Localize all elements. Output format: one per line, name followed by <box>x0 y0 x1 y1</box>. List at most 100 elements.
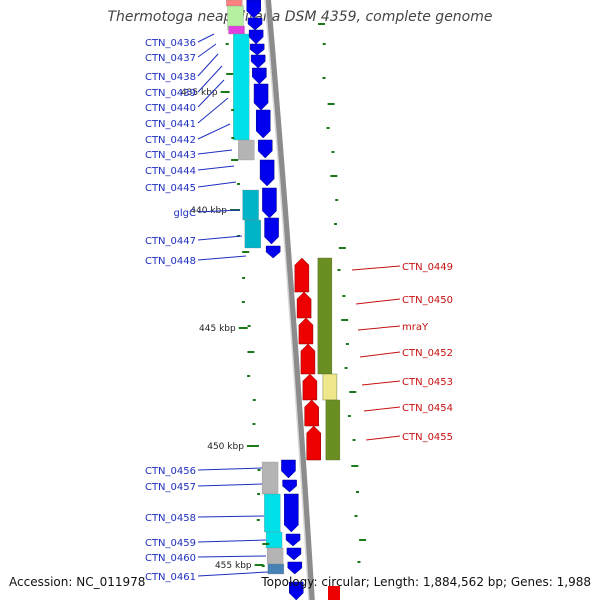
gene-label-right: CTN_0455 <box>402 432 453 443</box>
gene-label-left: CTN_0447 <box>145 236 196 247</box>
cog-category-band <box>233 33 250 141</box>
forward-cds-arrow <box>252 67 267 85</box>
gene-label-left: CTN_0437 <box>145 53 196 64</box>
gene-label-left: CTN_0460 <box>145 553 196 564</box>
forward-cds-arrow <box>246 0 262 19</box>
gene-label-left: CTN_0443 <box>145 150 196 161</box>
gene-label-leader <box>197 515 265 518</box>
reverse-cds-arrow <box>306 425 321 461</box>
forward-cds-arrow <box>265 245 281 259</box>
forward-cds-arrow <box>247 17 263 31</box>
cog-category-band <box>242 189 259 221</box>
gene-label-left: CTN_0436 <box>145 38 196 49</box>
gene-label-right: CTN_0452 <box>402 348 453 359</box>
gene-label-leader <box>361 380 401 386</box>
gene-label-leader <box>197 467 263 471</box>
reverse-cds-arrow <box>304 399 319 427</box>
gene-label-left: CTN_0456 <box>145 466 196 477</box>
gene-label-left: CTN_0444 <box>145 166 196 177</box>
scale-label: 435 kbp <box>181 88 218 98</box>
gene-label-leader <box>197 79 225 108</box>
gene-label-left: CTN_0457 <box>145 482 196 493</box>
gene-label-leader <box>197 235 243 241</box>
cog-category-band <box>317 257 333 375</box>
scale-label: 445 kbp <box>199 324 236 334</box>
genome-backbone <box>265 0 315 600</box>
cog-category-band <box>238 139 255 161</box>
gene-label-leader <box>197 53 219 77</box>
forward-cds-arrow <box>253 83 269 111</box>
gene-label-leader <box>197 555 267 558</box>
gene-label-left: CTN_0461 <box>145 572 196 583</box>
gene-label-left: CTN_0458 <box>145 513 196 524</box>
forward-cds-arrow <box>249 43 265 56</box>
forward-cds-arrow <box>257 139 273 159</box>
gene-label-left: CTN_0441 <box>145 119 196 130</box>
forward-cds-arrow <box>287 561 303 575</box>
cog-category-band <box>322 373 338 401</box>
gene-label-left: CTN_0448 <box>145 256 196 267</box>
gene-label-leader <box>197 65 223 93</box>
gene-label-right: CTN_0453 <box>402 377 453 388</box>
gene-label-left: CTN_0440 <box>145 103 196 114</box>
gene-label-left: CTN_0442 <box>145 135 196 146</box>
cog-category-band <box>325 399 341 461</box>
cog-category-band <box>226 0 243 7</box>
gene-label-left: CTN_0439 <box>145 88 196 99</box>
gene-label-right: CTN_0449 <box>402 262 453 273</box>
forward-cds-arrow <box>259 159 275 187</box>
gene-label-leader <box>197 209 241 213</box>
forward-cds-arrow <box>250 54 266 69</box>
gene-label-leader <box>197 255 247 261</box>
gene-label-right: CTN_0450 <box>402 295 453 306</box>
cog-category-band <box>267 563 285 575</box>
gene-label-leader <box>357 325 401 331</box>
cog-category-band <box>244 219 261 249</box>
gene-label-left: CTN_0445 <box>145 183 196 194</box>
gene-label-leader <box>355 298 401 305</box>
cog-category-band <box>264 493 281 533</box>
forward-cds-arrow <box>284 493 299 533</box>
forward-cds-arrow <box>286 547 302 561</box>
gene-label-leader <box>197 165 235 171</box>
cog-category-band <box>261 461 279 495</box>
forward-cds-arrow <box>255 109 271 139</box>
gene-label-left: CTN_0438 <box>145 72 196 83</box>
reverse-cds-arrow <box>302 373 318 401</box>
gene-label-leader <box>197 539 267 543</box>
forward-cds-arrow <box>288 581 304 600</box>
gene-label-leader <box>365 435 401 441</box>
forward-cds-arrow <box>281 459 296 479</box>
gene-label-leader <box>363 406 401 412</box>
reverse-cds-arrow <box>328 586 340 600</box>
gene-label-leader <box>359 351 401 358</box>
reverse-cds-arrow <box>294 257 310 293</box>
gene-label-leader <box>351 265 401 271</box>
gene-label-leader <box>197 97 229 124</box>
reverse-cds-arrow <box>296 291 312 319</box>
topology-summary: Topology: circular; Length: 1,884,562 bp… <box>261 575 591 589</box>
forward-cds-arrow <box>285 533 301 547</box>
gene-label-left: glgC <box>174 208 196 219</box>
gene-label-right: mraY <box>402 322 429 333</box>
gene-label-right: CTN_0454 <box>402 403 453 414</box>
gene-label-leader <box>197 571 269 577</box>
scale-label: 450 kbp <box>207 442 244 452</box>
gene-label-leader <box>197 483 263 487</box>
gene-label-left: CTN_0459 <box>145 538 196 549</box>
forward-cds-arrow <box>262 187 277 219</box>
gene-label-leader <box>197 149 233 155</box>
forward-cds-arrow <box>248 29 264 45</box>
scale-label: 455 kbp <box>215 561 252 571</box>
genome-backbone-highlight <box>264 0 310 600</box>
cog-category-band <box>266 547 284 565</box>
gene-label-leader <box>197 123 231 140</box>
cog-category-band <box>228 25 245 35</box>
reverse-cds-arrow <box>300 343 316 375</box>
gene-label-leader <box>197 43 217 58</box>
accession-text: Accession: NC_011978 <box>9 575 146 589</box>
reverse-cds-arrow <box>298 317 314 345</box>
cog-category-band <box>265 531 283 549</box>
gene-label-leader <box>197 181 237 188</box>
